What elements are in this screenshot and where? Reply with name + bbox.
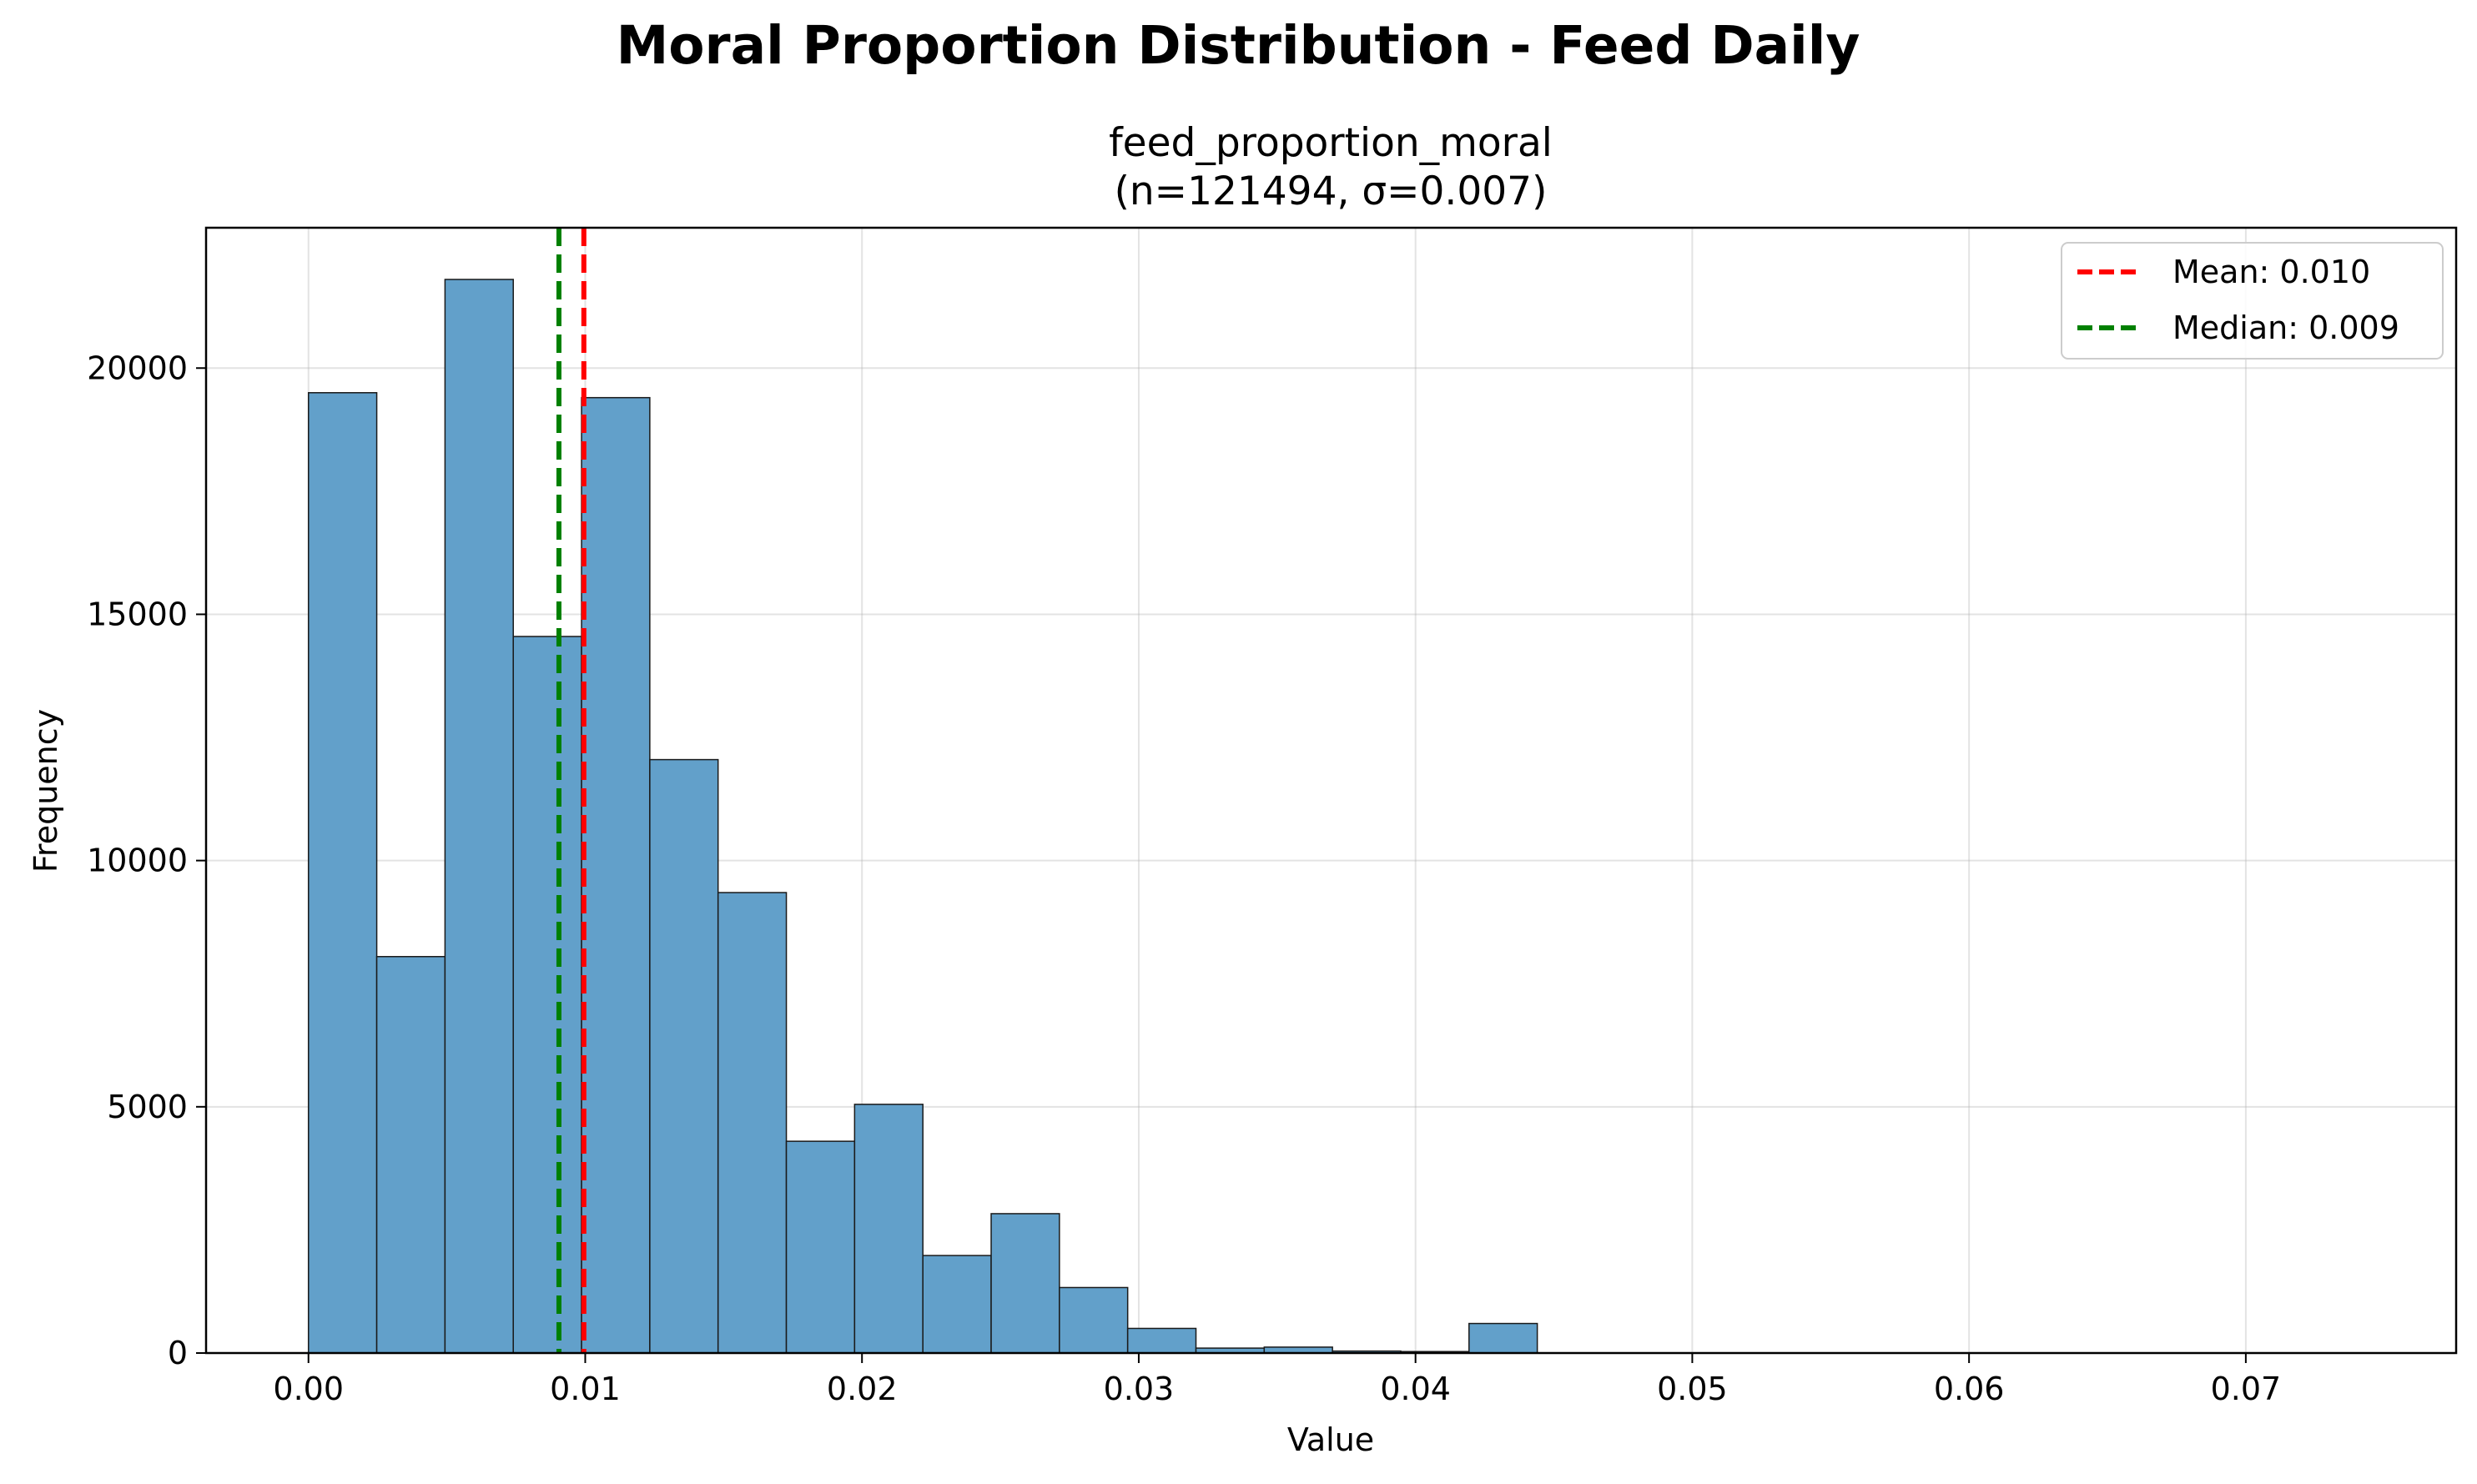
chart-title: Moral Proportion Distribution - Feed Dai… [617,15,1860,76]
reference-lines [556,228,587,1353]
x-tick-label: 0.04 [1380,1371,1451,1407]
x-axis-label: Value [1287,1421,1374,1458]
y-tick-label: 0 [168,1335,188,1371]
legend-mean-label: Mean: 0.010 [2172,254,2370,290]
x-tick-label: 0.05 [1657,1371,1728,1407]
chart-subtitle-line1: feed_proportion_moral [1109,120,1553,166]
x-axis-ticks: 0.00 0.01 0.02 0.03 0.04 0.05 0.06 0.07 [273,1353,2281,1407]
histogram-bar [649,758,719,1354]
y-tick-label: 15000 [87,596,188,632]
x-tick-label: 0.07 [2211,1371,2282,1407]
histogram-bar [1126,1327,1197,1354]
legend-box [2061,242,2444,360]
x-tick-label: 0.06 [1934,1371,2005,1407]
legend-median-label: Median: 0.009 [2172,309,2399,346]
histogram-bar [581,396,651,1354]
histogram-bar [990,1213,1060,1354]
x-tick-label: 0.01 [550,1371,621,1407]
legend: Mean: 0.010 Median: 0.009 [2061,242,2444,360]
histogram-bar [1059,1286,1129,1354]
histogram-bar [717,892,788,1354]
histogram-bar [512,636,582,1354]
histogram-bars [307,279,1538,1354]
x-tick-label: 0.00 [273,1371,344,1407]
histogram-bar [785,1140,856,1354]
histogram-bar [853,1104,924,1354]
histogram-bar [307,392,378,1354]
histogram-bar [922,1255,992,1354]
histogram-bar [375,956,446,1354]
histogram-bar [444,279,514,1354]
y-axis-label: Frequency [28,709,64,873]
y-axis-ticks: 0 5000 10000 15000 20000 [87,350,206,1371]
x-tick-label: 0.03 [1104,1371,1175,1407]
y-tick-label: 10000 [87,843,188,879]
y-tick-label: 5000 [107,1089,188,1125]
y-tick-label: 20000 [87,350,188,386]
plot-frame [204,226,2458,1355]
histogram-bar [1468,1322,1538,1354]
x-tick-label: 0.02 [827,1371,898,1407]
chart-subtitle-line2: (n=121494, σ=0.007) [1115,169,1548,214]
